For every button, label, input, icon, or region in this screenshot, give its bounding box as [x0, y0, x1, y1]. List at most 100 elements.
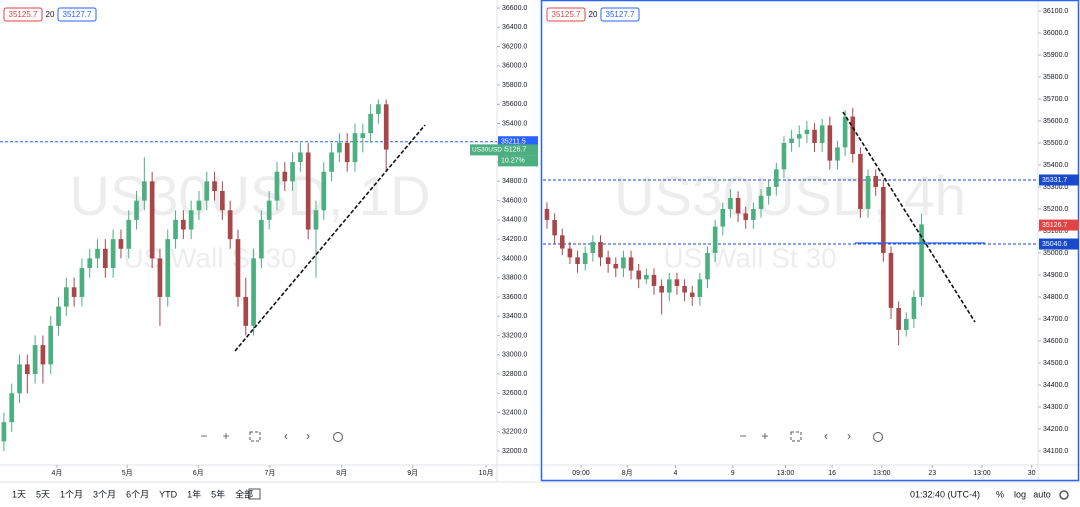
log-toggle[interactable]: log	[1014, 489, 1026, 499]
range-button[interactable]: 6个月	[126, 489, 149, 499]
zoom-in-button[interactable]: +	[761, 429, 768, 443]
reset-button[interactable]	[873, 432, 883, 442]
range-button[interactable]: 全部	[235, 488, 253, 499]
candle-body	[896, 307, 901, 330]
y-tick-label: 32400.0	[502, 409, 527, 416]
spread: 20	[589, 10, 598, 19]
candle-body	[165, 239, 171, 297]
candle-body	[313, 210, 319, 230]
x-tick-label: 23	[928, 470, 936, 477]
candle-body	[827, 125, 833, 161]
compare-icon[interactable]	[248, 488, 261, 500]
range-button[interactable]: 1年	[187, 488, 201, 499]
candle-body	[376, 104, 381, 114]
auto-toggle[interactable]: auto	[1033, 489, 1051, 499]
candle-body	[368, 113, 373, 134]
candle-body	[720, 208, 726, 227]
x-tick-label: 7月	[265, 469, 276, 477]
y-tick-label: 33800.0	[502, 275, 527, 282]
bid-price: 35125.7	[9, 10, 38, 19]
candle-body	[659, 285, 664, 293]
candle-body	[544, 208, 550, 220]
candle-body	[682, 285, 687, 293]
candle-body	[32, 345, 38, 374]
range-button[interactable]: 1个月	[60, 489, 83, 499]
y-tick-label: 36200.0	[502, 43, 527, 50]
y-tick-label: 33200.0	[502, 332, 527, 339]
y-tick-label: 35400.0	[502, 120, 527, 127]
reset-button[interactable]	[333, 432, 343, 442]
x-tick-label: 4	[673, 470, 677, 477]
y-tick-label: 34300.0	[1043, 404, 1068, 411]
y-tick-label: 35500.0	[1043, 140, 1068, 147]
zoom-out-button[interactable]: −	[200, 429, 207, 443]
candle-body	[812, 129, 817, 143]
scroll-left-button[interactable]: ‹	[824, 429, 828, 443]
candle-body	[766, 186, 771, 196]
scroll-right-button[interactable]: ›	[847, 429, 851, 443]
y-tick-label: 35600.0	[502, 101, 527, 108]
y-tick-label: 32000.0	[502, 448, 527, 455]
watermark-title: US30USD, 4h	[614, 164, 966, 227]
candle-body	[282, 171, 288, 182]
range-button[interactable]: YTD	[159, 489, 178, 499]
reset-scale-button[interactable]	[249, 431, 261, 442]
range-button[interactable]: 5年	[211, 488, 225, 499]
candle-body	[102, 248, 108, 269]
price-label: 35331.7	[1042, 177, 1067, 184]
candle-body	[598, 241, 603, 258]
candle-body	[789, 138, 794, 143]
last-price-label: 35126.7	[501, 147, 526, 154]
zoom-out-button[interactable]: −	[739, 429, 746, 443]
chart-layers: US30USD, 1D US Wall St 30 35125.7 20 35127.7…	[0, 5, 1079, 477]
x-tick-label: 6月	[193, 469, 204, 477]
range-button[interactable]: 1天	[12, 489, 26, 499]
percent-toggle[interactable]: %	[996, 489, 1004, 499]
symbol-tag: US30USD	[472, 147, 502, 154]
scroll-left-button[interactable]: ‹	[284, 429, 288, 443]
candle-body	[705, 252, 710, 280]
candle-body	[628, 257, 634, 271]
y-tick-label: 34500.0	[1043, 360, 1068, 367]
y-tick-label: 34800.0	[1043, 294, 1068, 301]
candle-body	[636, 270, 642, 280]
change-label: 10.27%	[501, 158, 525, 165]
zoom-in-button[interactable]: +	[222, 429, 229, 443]
symbol-tag-box	[470, 144, 504, 156]
y-tick-label: 35100.0	[1043, 228, 1068, 235]
reset-scale-button[interactable]	[790, 431, 802, 442]
y-tick-label: 34600.0	[1043, 338, 1068, 345]
candle-body	[1, 422, 7, 442]
candle-body	[582, 252, 588, 264]
trend-line	[842, 111, 976, 323]
range-button[interactable]: 3个月	[93, 489, 116, 499]
candle-body	[360, 133, 366, 139]
candle-body	[87, 258, 93, 269]
price-label-box	[1039, 238, 1079, 250]
x-tick-label: 16	[828, 470, 836, 477]
settings-icon[interactable]	[1059, 490, 1069, 500]
candle-body	[63, 287, 69, 307]
candle-body	[712, 226, 718, 253]
y-tick-label: 35600.0	[1043, 118, 1068, 125]
bid-box	[3, 7, 43, 22]
candle-body	[796, 134, 802, 139]
candle-body	[903, 318, 909, 330]
right-zoom-controls: − + ‹ ›	[739, 429, 883, 443]
range-button[interactable]: 5天	[36, 489, 50, 499]
candle-body	[329, 152, 334, 172]
candle-body	[204, 181, 210, 201]
y-tick-label: 34400.0	[502, 217, 527, 224]
y-tick-label: 34600.0	[502, 197, 527, 204]
price-label: 35040.6	[1042, 241, 1067, 248]
y-tick-label: 32200.0	[502, 429, 527, 436]
candle-body	[559, 235, 565, 249]
candle-body	[352, 133, 358, 163]
y-tick-label: 34200.0	[1043, 426, 1068, 433]
candle-body	[196, 200, 202, 211]
x-tick-label: 4月	[52, 469, 63, 477]
candle-body	[110, 239, 116, 269]
ask-box	[57, 7, 97, 22]
y-tick-label: 35800.0	[502, 82, 527, 89]
scroll-right-button[interactable]: ›	[306, 429, 310, 443]
